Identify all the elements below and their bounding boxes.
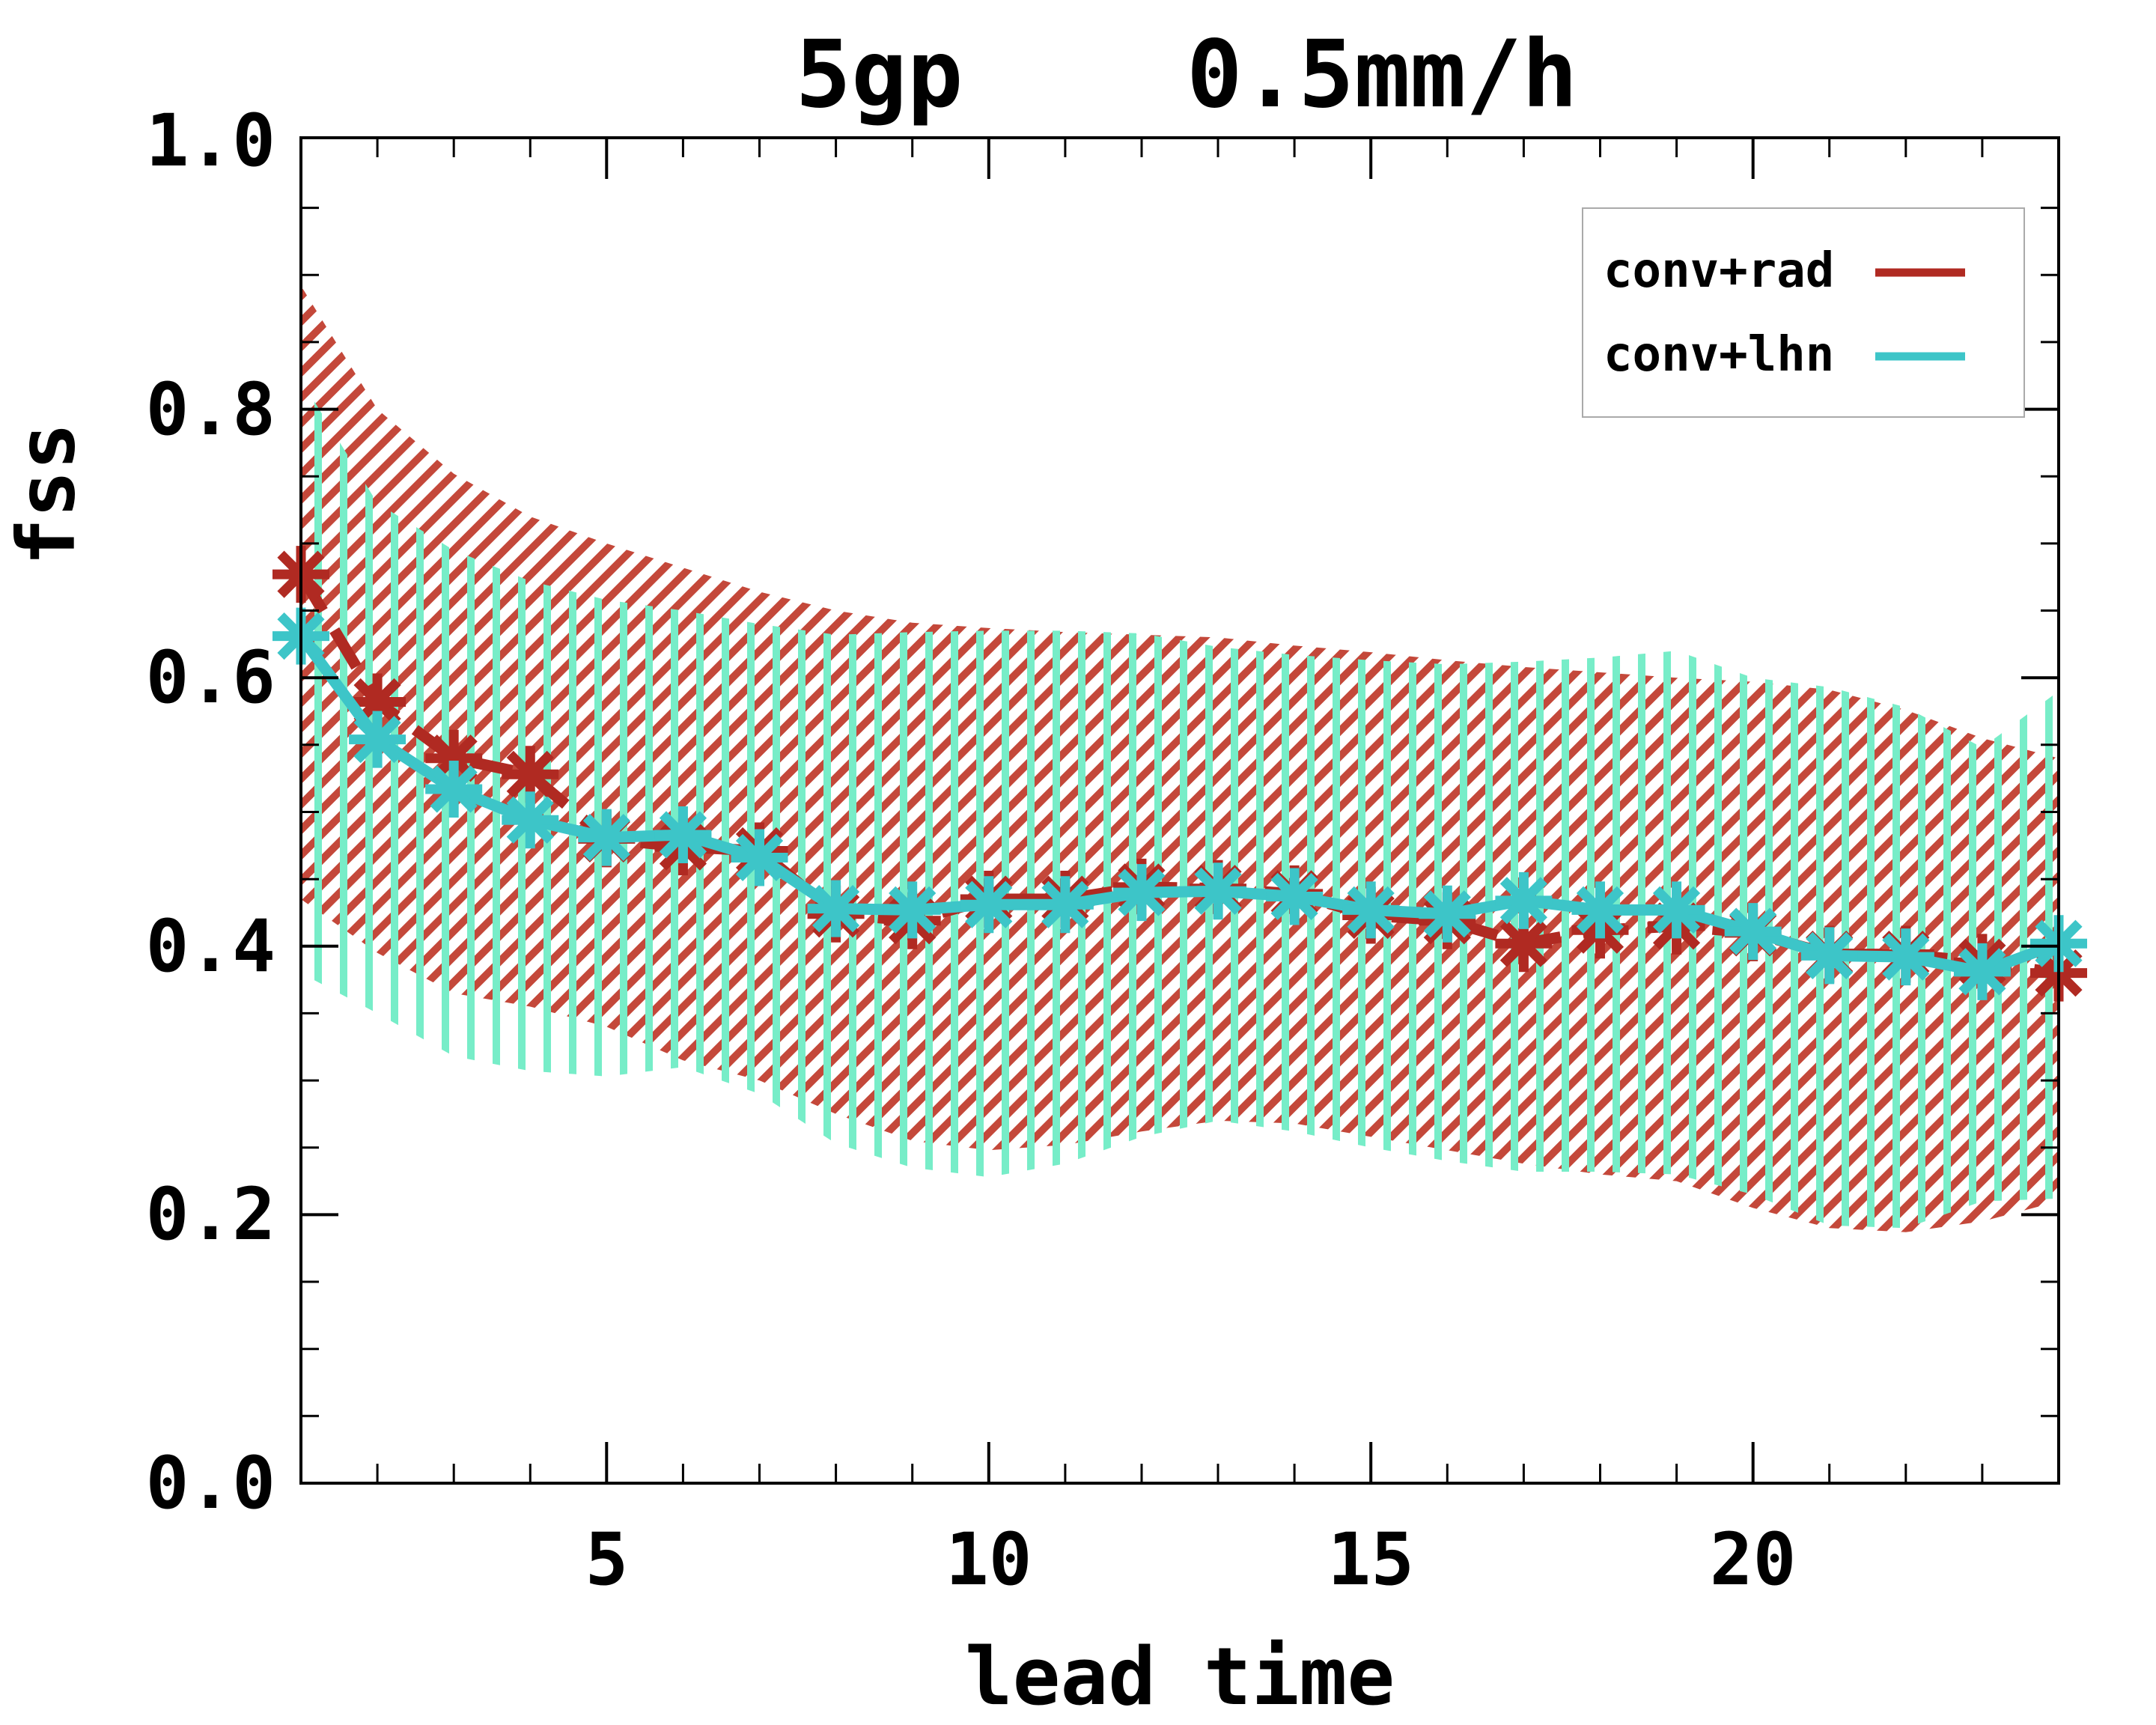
y-tick-label-0.4: 0.4 xyxy=(145,904,275,988)
x-tick-label-10: 10 xyxy=(945,1518,1032,1601)
x-tick-label-5: 5 xyxy=(585,1518,629,1601)
y-tick-label-0.2: 0.2 xyxy=(145,1172,275,1257)
legend-label-conv-lhn: conv+lhn xyxy=(1604,327,1835,383)
chart-title: 5gp 0.5mm/h xyxy=(795,21,1578,129)
y-tick-label-0.6: 0.6 xyxy=(145,636,275,720)
x-tick-label-15: 15 xyxy=(1327,1518,1414,1601)
y-tick-label-0.0: 0.0 xyxy=(145,1441,275,1525)
x-tick-label-20: 20 xyxy=(1709,1518,1797,1601)
x-axis-title: lead time xyxy=(964,1631,1395,1723)
y-tick-label-0.8: 0.8 xyxy=(145,367,275,451)
y-tick-label-1.0: 1.0 xyxy=(145,99,275,183)
legend-label-conv-rad: conv+rad xyxy=(1604,243,1835,299)
